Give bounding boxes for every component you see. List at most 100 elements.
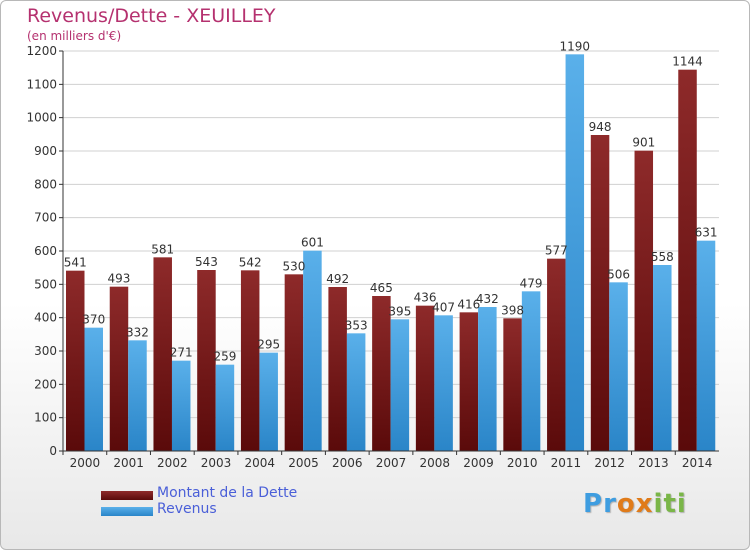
x-tick-label: 2012 [594, 456, 625, 470]
data-label-revenus: 332 [126, 325, 149, 339]
y-tick-label: 700 [34, 211, 57, 225]
y-tick-label: 600 [34, 244, 57, 258]
logo-letter: t [663, 489, 677, 519]
data-label-dette: 1144 [672, 55, 703, 69]
data-label-dette: 493 [108, 272, 131, 286]
y-axis: 0 100 200 300 400 500 600 700 800 900 1000 1100 1200 [26, 44, 64, 458]
bar-revenus [259, 352, 278, 451]
bar-revenus [84, 327, 103, 451]
data-label-dette: 542 [239, 255, 262, 269]
bar-revenus [346, 333, 366, 451]
x-tick-label: 2005 [288, 456, 319, 470]
x-tick-label: 2013 [638, 456, 669, 470]
chart-title: Revenus/Dette - XEUILLEY [27, 5, 276, 27]
logo-letter: i [653, 489, 664, 519]
bar-revenus [171, 360, 191, 451]
bar-dette [372, 296, 391, 451]
bar-revenus [215, 364, 235, 451]
data-label-revenus: 1190 [560, 39, 591, 53]
x-tick-label: 2001 [113, 456, 144, 470]
data-label-dette: 901 [632, 136, 655, 150]
bar-dette [678, 69, 697, 452]
data-label-revenus: 631 [695, 226, 718, 240]
data-label-revenus: 295 [257, 338, 280, 352]
data-label-revenus: 370 [82, 313, 105, 327]
logo-letter: i [676, 489, 687, 519]
x-tick-label: 2004 [245, 456, 276, 470]
x-tick-label: 2008 [419, 456, 450, 470]
bar-revenus [609, 282, 628, 451]
bar-dette [328, 287, 347, 451]
bar-revenus [565, 54, 585, 451]
legend-label-revenus: Revenus [157, 501, 217, 517]
y-tick-label: 500 [34, 277, 57, 291]
data-label-dette: 541 [64, 256, 87, 270]
data-label-revenus: 601 [301, 236, 324, 250]
x-tick-label: 2011 [551, 456, 582, 470]
bar-revenus [390, 319, 410, 451]
y-tick-label: 1000 [26, 111, 57, 125]
legend-swatch-revenus [101, 507, 153, 516]
bar-dette [109, 286, 129, 451]
bar-revenus [303, 250, 322, 451]
x-tick-label: 2003 [201, 456, 232, 470]
y-tick-label: 1200 [26, 44, 57, 58]
x-tick-label: 2006 [332, 456, 363, 470]
data-label-revenus: 395 [388, 304, 411, 318]
bar-dette [415, 305, 435, 451]
data-label-revenus: 259 [213, 350, 236, 364]
data-label-revenus: 506 [607, 267, 630, 281]
x-tick-label: 2014 [682, 456, 713, 470]
data-label-dette: 436 [414, 291, 437, 305]
bar-dette [547, 258, 566, 451]
data-label-dette: 948 [589, 120, 612, 134]
data-label-dette: 581 [151, 242, 174, 256]
data-label-revenus: 407 [432, 300, 455, 314]
data-label-dette: 530 [282, 259, 305, 273]
y-tick-label: 100 [34, 411, 57, 425]
y-tick-label: 400 [34, 311, 57, 325]
bars [66, 54, 716, 452]
proxiti-logo: Proxiti [583, 489, 687, 519]
x-tick-label: 2000 [70, 456, 101, 470]
data-labels: 541 370 493 332 581 271 543 259 542 295 530 601 492 3… [64, 39, 718, 363]
legend-label-dette: Montant de la Dette [157, 485, 298, 501]
y-tick-label: 800 [34, 177, 57, 191]
y-tick-label: 200 [34, 377, 57, 391]
bar-revenus [521, 291, 541, 451]
x-tick-label: 2010 [507, 456, 538, 470]
data-label-revenus: 271 [170, 346, 193, 360]
logo-letter: o [616, 489, 636, 519]
bar-dette [590, 135, 610, 451]
data-label-revenus: 353 [345, 318, 368, 332]
y-tick-label: 1100 [26, 77, 57, 91]
logo-letter: P [583, 489, 604, 519]
bar-revenus [653, 265, 672, 451]
bar-dette [197, 270, 216, 451]
data-label-dette: 465 [370, 281, 393, 295]
legend-swatch-dette [101, 491, 153, 500]
bar-dette [66, 270, 85, 451]
bar-revenus [478, 307, 497, 451]
bar-dette [240, 270, 260, 451]
logo-letter: r [603, 489, 617, 519]
x-tick-label: 2009 [463, 456, 494, 470]
bar-dette [284, 274, 304, 451]
x-tick-label: 2007 [376, 456, 407, 470]
data-label-dette: 577 [545, 244, 568, 258]
bar-revenus [128, 340, 147, 451]
bar-dette [634, 150, 654, 451]
y-tick-label: 0 [49, 444, 57, 458]
data-label-revenus: 432 [476, 292, 499, 306]
data-label-revenus: 558 [651, 250, 674, 264]
data-label-dette: 398 [501, 303, 524, 317]
bar-dette [153, 257, 172, 451]
bar-dette [503, 318, 522, 451]
bar-revenus [434, 315, 453, 451]
x-tick-label: 2002 [157, 456, 188, 470]
y-tick-label: 300 [34, 344, 57, 358]
logo-letter: x [635, 489, 654, 519]
y-tick-label: 900 [34, 144, 57, 158]
